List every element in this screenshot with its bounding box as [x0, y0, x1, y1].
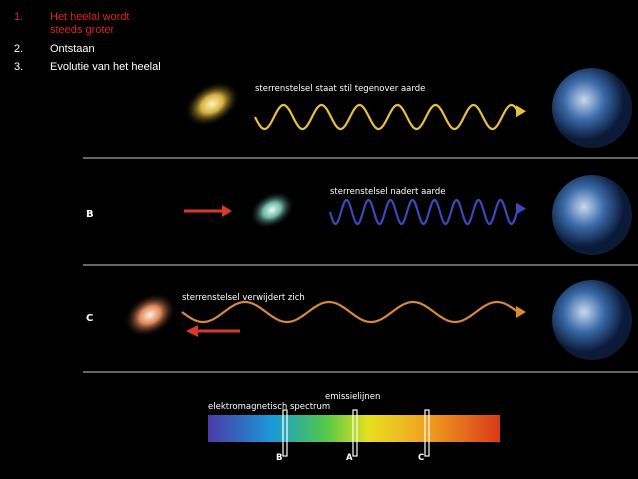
galaxy: [184, 81, 240, 127]
marker-label: C: [418, 453, 424, 463]
caption: sterrenstelsel staat stil tegenover aard…: [255, 84, 425, 94]
caption: sterrenstelsel nadert aarde: [330, 187, 445, 197]
emission-lines: [282, 409, 430, 457]
spectrum-title: elektromagnetisch spectrum: [208, 402, 330, 412]
galaxy: [123, 292, 177, 338]
earth: [552, 280, 632, 360]
spectrum: [208, 415, 500, 442]
earth: [552, 68, 632, 148]
wave-head: [516, 105, 526, 118]
waves: [181, 103, 526, 324]
emission-line: [352, 409, 358, 457]
emission-line: [424, 409, 430, 457]
separators: [83, 157, 638, 373]
list-number: 3.: [14, 61, 24, 73]
list-text: Ontstaan: [50, 43, 95, 55]
wave-head: [516, 202, 526, 215]
caption: sterrenstelsel verwijdert zich: [182, 293, 305, 303]
wave: [328, 199, 520, 225]
wave: [181, 300, 519, 324]
marker-label: B: [276, 453, 282, 463]
wave: [254, 103, 519, 131]
panel-label: C: [86, 313, 93, 324]
lines-title: emissielijnen: [325, 392, 380, 402]
wave-head: [516, 306, 526, 318]
arrow-head: [186, 325, 198, 337]
galaxy: [249, 191, 295, 229]
marker-label: A: [346, 453, 353, 463]
earth: [552, 175, 632, 255]
emission-line: [282, 409, 288, 457]
list-text: Evolutie van het heelal: [50, 61, 161, 73]
arrow-head: [222, 205, 232, 217]
panel-label: B: [86, 209, 94, 220]
list-text: Het heelal wordt steeds groter: [50, 11, 130, 36]
list-number: 1.: [14, 11, 24, 23]
list-number: 2.: [14, 43, 24, 55]
